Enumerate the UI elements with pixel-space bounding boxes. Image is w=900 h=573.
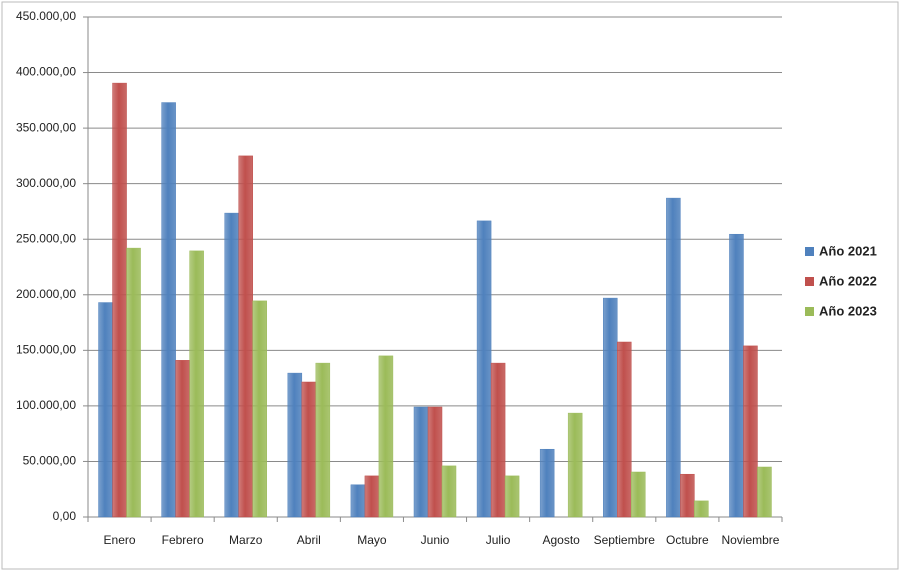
bar (161, 102, 176, 518)
legend-label: Año 2023 (819, 303, 877, 318)
bar (189, 250, 204, 518)
bar (757, 466, 772, 518)
bar (252, 300, 267, 518)
legend-label: Año 2021 (819, 243, 877, 258)
x-tick-label: Abril (297, 533, 321, 547)
bar (364, 475, 380, 518)
y-tick-label: 400.000,00 (16, 65, 76, 79)
legend-swatch (805, 247, 814, 256)
bar (567, 412, 583, 518)
x-tick-label: Mayo (357, 533, 387, 547)
bar (631, 471, 646, 518)
y-tick-label: 100.000,00 (16, 398, 76, 412)
legend-swatch (805, 277, 814, 286)
bar (476, 220, 492, 518)
legend-label: Año 2022 (819, 273, 877, 288)
bar (743, 345, 758, 518)
x-tick-label: Enero (104, 533, 136, 547)
y-tick-label: 450.000,00 (16, 9, 76, 23)
y-tick-label: 0,00 (53, 509, 77, 523)
bar (413, 406, 429, 518)
x-tick-label: Julio (486, 533, 511, 547)
bar (98, 302, 113, 518)
bar (539, 448, 555, 518)
y-tick-label: 250.000,00 (16, 231, 76, 245)
y-tick-label: 350.000,00 (16, 120, 76, 134)
x-tick-label: Febrero (162, 533, 204, 547)
bar (238, 155, 253, 518)
bar (315, 362, 331, 518)
bar (112, 82, 127, 518)
bar (427, 406, 443, 518)
y-tick-label: 200.000,00 (16, 287, 76, 301)
bar (350, 484, 366, 518)
bar (287, 372, 303, 518)
bar (301, 381, 317, 518)
bar (126, 247, 141, 518)
bar (666, 197, 681, 518)
bar (603, 297, 618, 518)
x-tick-label: Septiembre (594, 533, 656, 547)
x-tick-label: Junio (421, 533, 450, 547)
bar (504, 475, 520, 518)
bar (441, 465, 457, 518)
bar (490, 362, 506, 518)
bar (729, 233, 744, 518)
x-tick-label: Marzo (229, 533, 263, 547)
x-tick-label: Agosto (543, 533, 581, 547)
y-tick-label: 50.000,00 (23, 454, 77, 468)
bar (694, 500, 709, 518)
y-tick-label: 150.000,00 (16, 343, 76, 357)
bar (224, 212, 239, 518)
bar (378, 355, 394, 518)
bar (680, 473, 695, 518)
x-tick-label: Noviembre (721, 533, 779, 547)
bar (175, 360, 190, 518)
x-tick-label: Octubre (666, 533, 709, 547)
bar (617, 341, 632, 518)
legend-swatch (805, 307, 814, 316)
y-tick-label: 300.000,00 (16, 176, 76, 190)
